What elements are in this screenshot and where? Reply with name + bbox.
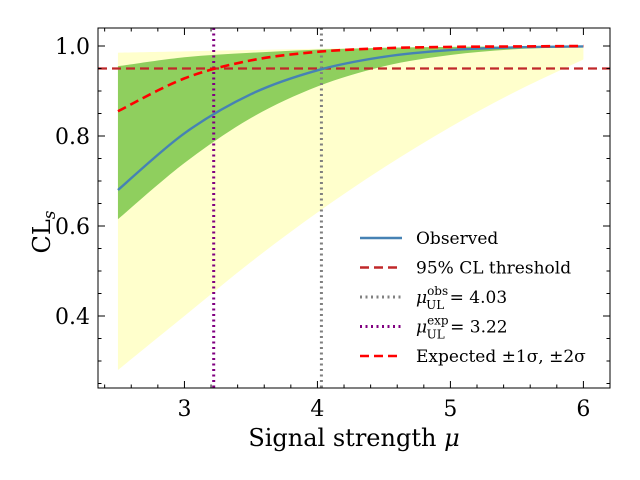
series-line-1 [117, 44, 584, 113]
x-axis-label: Signal strength μ [248, 424, 459, 452]
legend-label-2: μobs UL = 4.03 [416, 284, 507, 312]
legend-label-4: Expected ±1σ, ±2σ [416, 347, 586, 367]
legend-label-1: 95% CL threshold [416, 259, 571, 279]
y-tick-label: 0.8 [55, 125, 90, 150]
x-tick-label: 5 [443, 397, 457, 422]
y-tick-label: 1.0 [55, 35, 90, 60]
x-tick-label: 4 [310, 397, 324, 422]
y-tick-label: 0.6 [55, 215, 90, 240]
band-1 [117, 46, 584, 220]
x-tick-label: 6 [576, 397, 590, 422]
tick-labels: 3 4 5 6 0.4 0.6 0.8 1.0 [55, 35, 590, 422]
legend-label-0: Observed [416, 229, 498, 249]
series-line-0 [117, 45, 584, 191]
tick-marks [98, 28, 611, 388]
legend-label-3: μexp UL = 3.22 [416, 314, 508, 342]
axes-frame [97, 27, 611, 389]
plot-area [98, 28, 610, 388]
y-tick-label: 0.4 [55, 305, 90, 330]
x-tick-label: 3 [177, 397, 191, 422]
legend: Observed 95% CL threshold μobs UL = 4.03μex… [360, 229, 586, 367]
